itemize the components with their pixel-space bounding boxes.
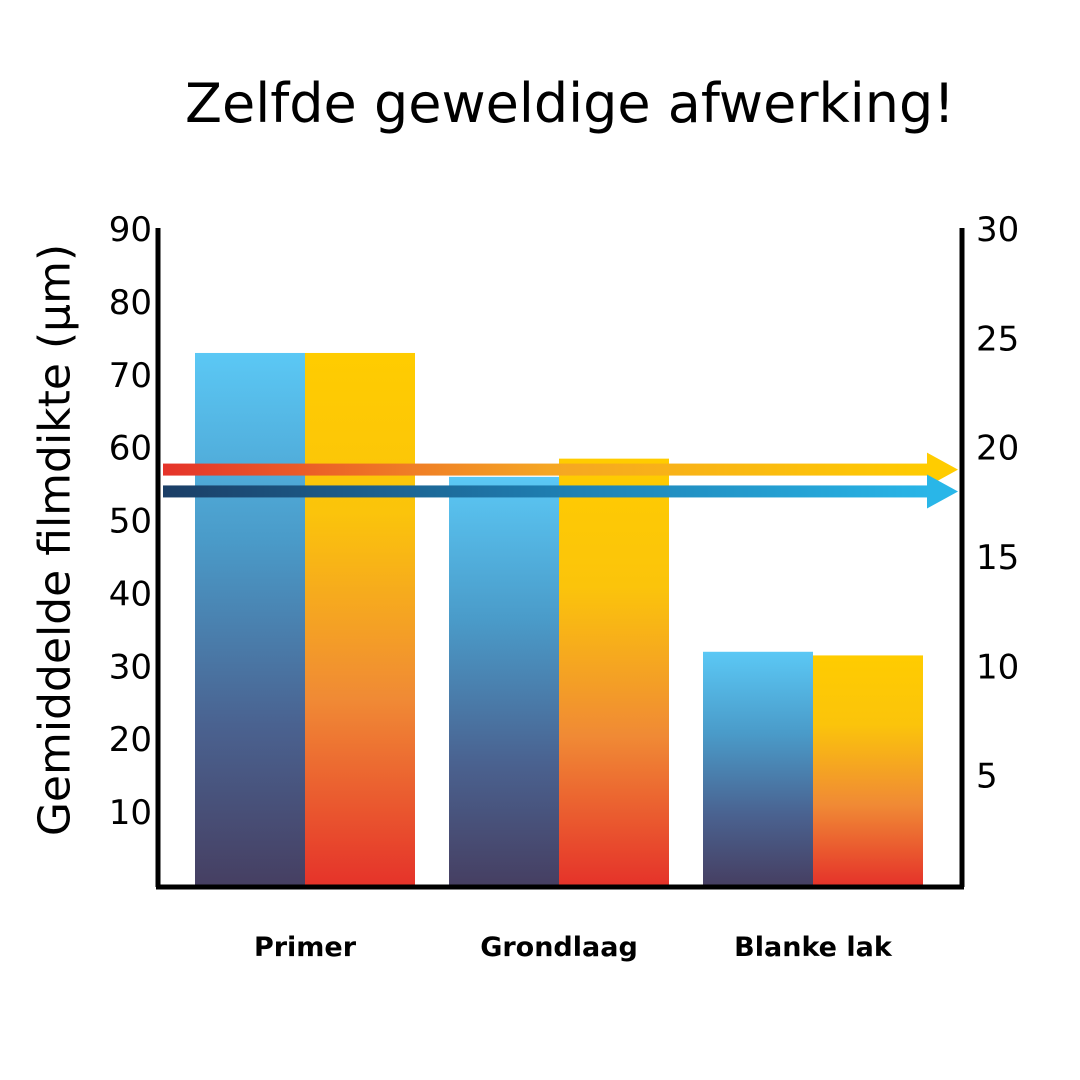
bar-grondlaag-series-2	[559, 458, 669, 885]
bar-blanke-lak-series-1	[703, 651, 813, 885]
y2-tick-label: 5	[976, 757, 998, 797]
y-tick-label: 90	[109, 210, 152, 250]
bar-grondlaag-series-1	[449, 476, 559, 885]
y-tick-label: 70	[109, 356, 152, 396]
y2-tick-label: 30	[976, 210, 1019, 250]
reference-arrow-1	[163, 452, 958, 487]
category-label: Blanke lak	[734, 932, 893, 963]
y2-tick-label: 20	[976, 429, 1019, 469]
bar-primer-series-1	[195, 352, 305, 886]
y2-tick-label: 10	[976, 647, 1019, 687]
category-label: Primer	[254, 932, 357, 963]
y-tick-label: 30	[109, 647, 152, 687]
y-tick-label: 20	[109, 720, 152, 760]
chart-title: Zelfde geweldige afwerking!	[185, 72, 955, 135]
y-tick-label: 50	[109, 502, 152, 542]
reference-arrow-2	[163, 474, 958, 509]
bar-blanke-lak-series-2	[813, 655, 923, 885]
y-tick-label: 80	[109, 283, 152, 323]
bar-primer-series-2	[305, 352, 415, 886]
y2-tick-label: 15	[976, 538, 1019, 578]
y-tick-label: 10	[109, 793, 152, 833]
y-tick-label: 40	[109, 574, 152, 614]
y-tick-label: 60	[109, 429, 152, 469]
category-label: Grondlaag	[480, 932, 638, 963]
y2-tick-label: 25	[976, 319, 1019, 359]
